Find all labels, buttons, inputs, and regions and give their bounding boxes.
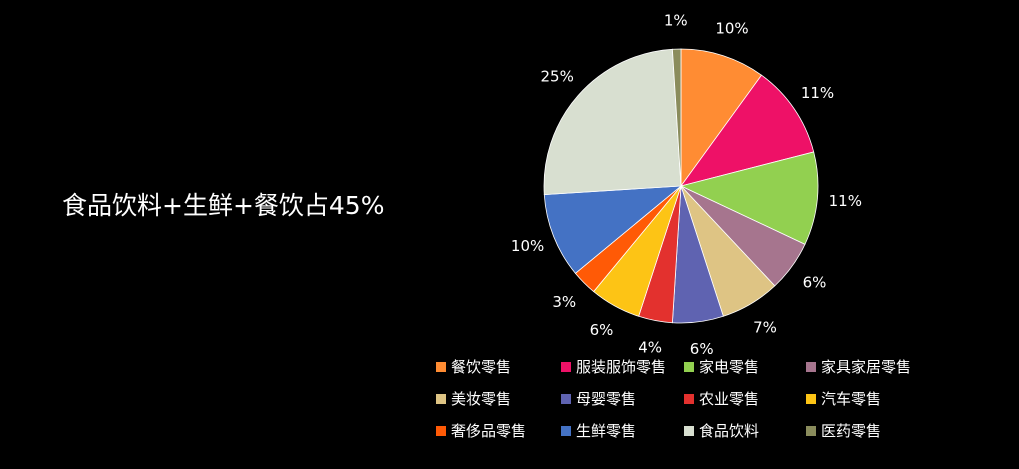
legend-item-2: 家电零售 — [684, 356, 806, 377]
legend-item-11: 医药零售 — [806, 420, 956, 441]
pie-data-label-2: 11% — [829, 192, 862, 210]
legend-item-3: 家具家居零售 — [806, 356, 956, 377]
pie-slice-10 — [543, 48, 682, 196]
legend-swatch-11 — [806, 425, 816, 436]
pie-slice-1 — [680, 74, 815, 187]
chart-legend: 餐饮零售 服装服饰零售 家电零售 家具家居零售美妆零售 母婴零售 农业零售 汽车零售奢侈品零… — [436, 356, 996, 441]
legend-swatch-4 — [436, 393, 446, 404]
legend-item-1: 服装服饰零售 — [561, 356, 684, 377]
pie-data-label-4: 7% — [753, 319, 777, 337]
pie-data-label-7: 6% — [590, 321, 614, 339]
pie-data-label-5: 6% — [690, 340, 714, 358]
legend-item-6: 农业零售 — [684, 388, 806, 409]
legend-item-8: 奢侈品零售 — [436, 420, 561, 441]
pie-slice-11 — [671, 48, 682, 187]
pie-data-label-1: 11% — [801, 84, 834, 102]
legend-label-3: 家具家居零售 — [821, 358, 912, 376]
legend-label-10: 食品饮料 — [699, 422, 760, 440]
pie-data-label-3: 6% — [803, 274, 827, 292]
legend-swatch-7 — [806, 393, 816, 404]
pie-data-label-0: 10% — [715, 20, 748, 38]
pie-data-label-8: 3% — [552, 293, 576, 311]
legend-label-5: 母婴零售 — [576, 390, 637, 408]
legend-swatch-5 — [561, 393, 571, 404]
legend-item-10: 食品饮料 — [684, 420, 806, 441]
legend-swatch-1 — [561, 361, 571, 372]
legend-label-9: 生鲜零售 — [576, 422, 637, 440]
legend-label-1: 服装服饰零售 — [576, 358, 667, 376]
pie-slices — [543, 48, 819, 324]
legend-label-6: 农业零售 — [699, 390, 760, 408]
legend-label-8: 奢侈品零售 — [451, 422, 527, 440]
legend-swatch-10 — [684, 425, 694, 436]
pie-data-labels: 10% 11% 11% 6% 7% 6% 4% 6% 3% 10% 25% 1% — [511, 12, 862, 359]
legend-swatch-0 — [436, 361, 446, 372]
legend-label-11: 医药零售 — [821, 422, 882, 440]
legend-swatch-6 — [684, 393, 694, 404]
legend-swatch-8 — [436, 425, 446, 436]
legend-label-4: 美妆零售 — [451, 390, 512, 408]
pie-data-label-11: 1% — [664, 12, 688, 30]
legend-swatch-3 — [806, 361, 816, 372]
pie-data-label-6: 4% — [638, 339, 662, 357]
legend-item-4: 美妆零售 — [436, 388, 561, 409]
legend-item-5: 母婴零售 — [561, 388, 684, 409]
pie-slice-9 — [543, 185, 683, 274]
legend-label-2: 家电零售 — [699, 358, 760, 376]
legend-item-7: 汽车零售 — [806, 388, 956, 409]
legend-label-7: 汽车零售 — [821, 390, 882, 408]
pie-slice-0 — [680, 48, 763, 188]
legend-swatch-9 — [561, 425, 571, 436]
legend-item-0: 餐饮零售 — [436, 356, 561, 377]
legend-swatch-2 — [684, 361, 694, 372]
pie-data-label-10: 25% — [541, 67, 574, 85]
pie-slice-2 — [679, 151, 819, 245]
legend-item-9: 生鲜零售 — [561, 420, 684, 441]
legend-label-0: 餐饮零售 — [451, 358, 512, 376]
headline-text: 食品饮料+生鲜+餐饮占45% — [62, 191, 385, 220]
pie-data-label-9: 10% — [511, 237, 544, 255]
